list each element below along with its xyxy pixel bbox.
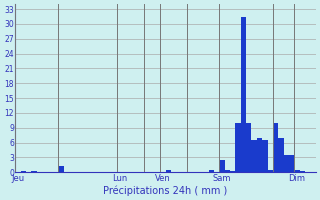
- Bar: [268, 170, 273, 172]
- Bar: [31, 171, 37, 172]
- Bar: [209, 170, 214, 172]
- Bar: [241, 17, 246, 172]
- Bar: [21, 171, 26, 172]
- Bar: [165, 170, 171, 172]
- Bar: [219, 160, 225, 172]
- Bar: [252, 140, 257, 172]
- Bar: [278, 138, 284, 172]
- Bar: [235, 123, 241, 172]
- Bar: [284, 155, 289, 172]
- Bar: [273, 123, 278, 172]
- Bar: [246, 123, 252, 172]
- Bar: [289, 155, 294, 172]
- Bar: [262, 140, 268, 172]
- Bar: [294, 170, 300, 172]
- Bar: [300, 171, 305, 172]
- Bar: [257, 138, 262, 172]
- Bar: [225, 170, 230, 172]
- Bar: [58, 166, 64, 172]
- Bar: [230, 171, 235, 172]
- X-axis label: Précipitations 24h ( mm ): Précipitations 24h ( mm ): [103, 185, 228, 196]
